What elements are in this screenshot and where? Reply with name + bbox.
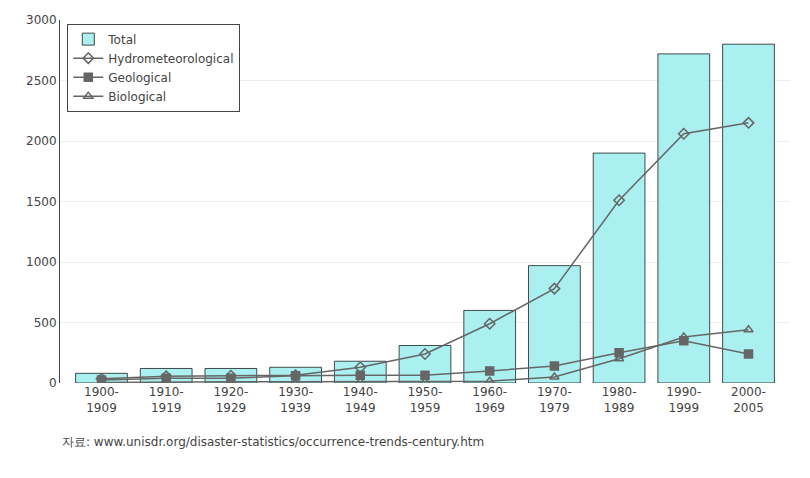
svg-text:1990-1999: 1990-1999 bbox=[666, 385, 701, 415]
svg-text:1960-1969: 1960-1969 bbox=[472, 385, 507, 415]
svg-text:1930-1939: 1930-1939 bbox=[278, 385, 313, 415]
svg-text:1940-1949: 1940-1949 bbox=[343, 385, 378, 415]
svg-text:1900-1909: 1900-1909 bbox=[84, 385, 119, 415]
svg-text:Geological: Geological bbox=[108, 71, 171, 85]
svg-text:2500: 2500 bbox=[26, 74, 57, 88]
svg-text:2000-2005: 2000-2005 bbox=[731, 385, 766, 415]
svg-text:1950-1959: 1950-1959 bbox=[408, 385, 443, 415]
svg-text:3000: 3000 bbox=[26, 13, 57, 27]
svg-text:Total: Total bbox=[107, 33, 136, 47]
svg-text:2000: 2000 bbox=[26, 134, 57, 148]
svg-text:자료: www.unisdr.org/disaster-st: 자료: www.unisdr.org/disaster-statistics/o… bbox=[62, 435, 484, 449]
svg-text:0: 0 bbox=[49, 376, 57, 390]
svg-text:1000: 1000 bbox=[26, 255, 57, 269]
svg-text:1970-1979: 1970-1979 bbox=[537, 385, 572, 415]
svg-text:1500: 1500 bbox=[26, 195, 57, 209]
svg-text:Hydrometeorological: Hydrometeorological bbox=[108, 52, 233, 66]
svg-text:1980-1989: 1980-1989 bbox=[602, 385, 637, 415]
svg-text:500: 500 bbox=[34, 316, 57, 330]
svg-text:1910-1919: 1910-1919 bbox=[149, 385, 184, 415]
svg-text:Biological: Biological bbox=[108, 90, 166, 104]
svg-text:1920-1929: 1920-1929 bbox=[213, 385, 248, 415]
